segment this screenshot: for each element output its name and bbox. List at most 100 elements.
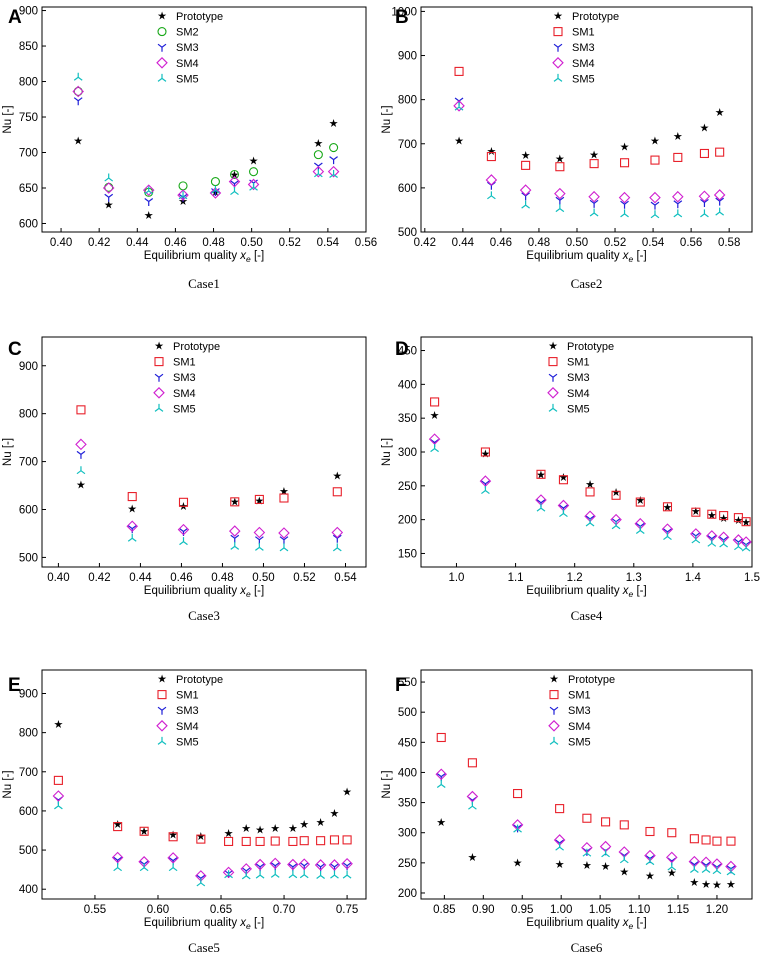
data-point: ★ [555,153,565,165]
legend-marker [156,720,168,732]
y-tick-label: 500 [19,552,38,564]
y-tick-label: 450 [398,737,417,749]
data-point [72,85,84,98]
x-tick-label: 0.48 [211,572,233,584]
x-tick-label: 1.15 [667,904,689,916]
panel-caption: Case4 [571,608,603,623]
series-sm5 [73,72,338,200]
series-sm1 [76,405,342,507]
data-point [73,97,83,106]
panel-caption: Case1 [188,276,220,291]
data-point: ★ [650,136,660,148]
data-point [270,869,280,878]
x-tick-label: 0.42 [88,572,110,584]
legend-label: SM5 [176,736,199,748]
data-point [249,182,258,191]
legend-marker [553,43,563,52]
data-point [179,537,188,546]
data-point [521,200,530,209]
data-point [715,197,725,206]
legend-marker: ★ [549,674,559,686]
legend-marker: ★ [553,11,563,23]
data-point [430,444,439,453]
data-point [330,870,339,879]
data-point [254,858,266,871]
legend-marker [153,387,165,399]
x-tick-label: 0.46 [164,237,186,249]
y-tick-label: 600 [19,505,38,517]
data-point [618,191,631,204]
y-tick-label: 700 [19,148,38,160]
data-point [255,836,265,847]
x-axis-label: Equilibrium quality xe [-] [144,917,264,931]
data-point: ★ [691,506,701,518]
data-point [585,518,595,527]
legend-marker: ★ [157,674,167,686]
data-point: ★ [168,830,178,842]
data-point [649,191,661,204]
y-tick-label: 150 [398,548,417,560]
data-point: ★ [667,868,677,880]
y-tick-label: 250 [398,858,417,870]
data-point [467,758,477,768]
x-tick-label: 0.48 [202,237,224,249]
data-point [700,198,709,207]
data-point [54,801,63,810]
data-point: ★ [113,819,123,831]
data-point [555,204,565,213]
x-tick-label: 0.42 [88,237,110,249]
data-point [52,790,65,802]
series-sm1 [454,66,725,172]
x-tick-label: 0.90 [472,904,494,916]
data-point: ★ [332,470,342,482]
data-point [555,804,565,814]
data-point [316,836,326,846]
data-point [342,870,352,879]
data-point [142,184,155,196]
data-point: ★ [559,472,569,484]
data-point: ★ [249,156,259,168]
legend-marker [157,73,167,82]
data-point [228,175,241,188]
data-point: ★ [726,879,736,891]
data-point: ★ [712,880,722,892]
data-point [741,543,751,552]
data-point [673,152,683,162]
panel-d: 1.0 1.1 1.2 1.3 1.4 1.5 150 200 250 300 350 400 450 E… [381,336,760,623]
legend-label: SM3 [176,42,199,54]
data-point [620,200,629,209]
data-point: ★ [224,828,234,840]
data-point: ★ [254,495,264,507]
legend-marker [549,706,559,715]
data-point [582,813,592,823]
legend-label: SM1 [173,357,196,369]
y-tick-label: 250 [398,481,417,493]
legend-label: SM4 [572,58,595,70]
data-point [269,857,282,870]
data-point [481,486,490,495]
y-tick-label: 500 [19,845,38,857]
data-point: ★ [719,513,729,525]
legend-label: Prototype [176,11,223,23]
data-point [255,542,264,551]
data-point [690,864,699,873]
data-point [270,836,280,846]
data-point: ★ [513,857,523,869]
x-tick-label: 0.60 [147,904,169,916]
data-point [536,503,546,512]
series-prototype: ★ ★ ★ ★ ★ ★ ★ ★ ★ ★ [454,107,725,165]
data-point [468,801,477,810]
x-axis-label: Equilibrium quality xe [-] [144,585,264,599]
panel-caption: Case2 [571,276,603,291]
data-point [719,539,728,548]
data-point [715,207,725,216]
data-point: ★ [707,510,717,522]
legend-label: SM1 [568,690,591,702]
x-tick-label: 0.44 [452,237,475,249]
data-point [650,155,660,165]
data-point: ★ [299,819,309,831]
data-point [701,864,711,873]
x-tick-label: 0.95 [511,904,533,916]
legend: ★ Prototype SM2 SM3 SM4 SM5 [156,11,223,85]
data-point [229,169,240,180]
